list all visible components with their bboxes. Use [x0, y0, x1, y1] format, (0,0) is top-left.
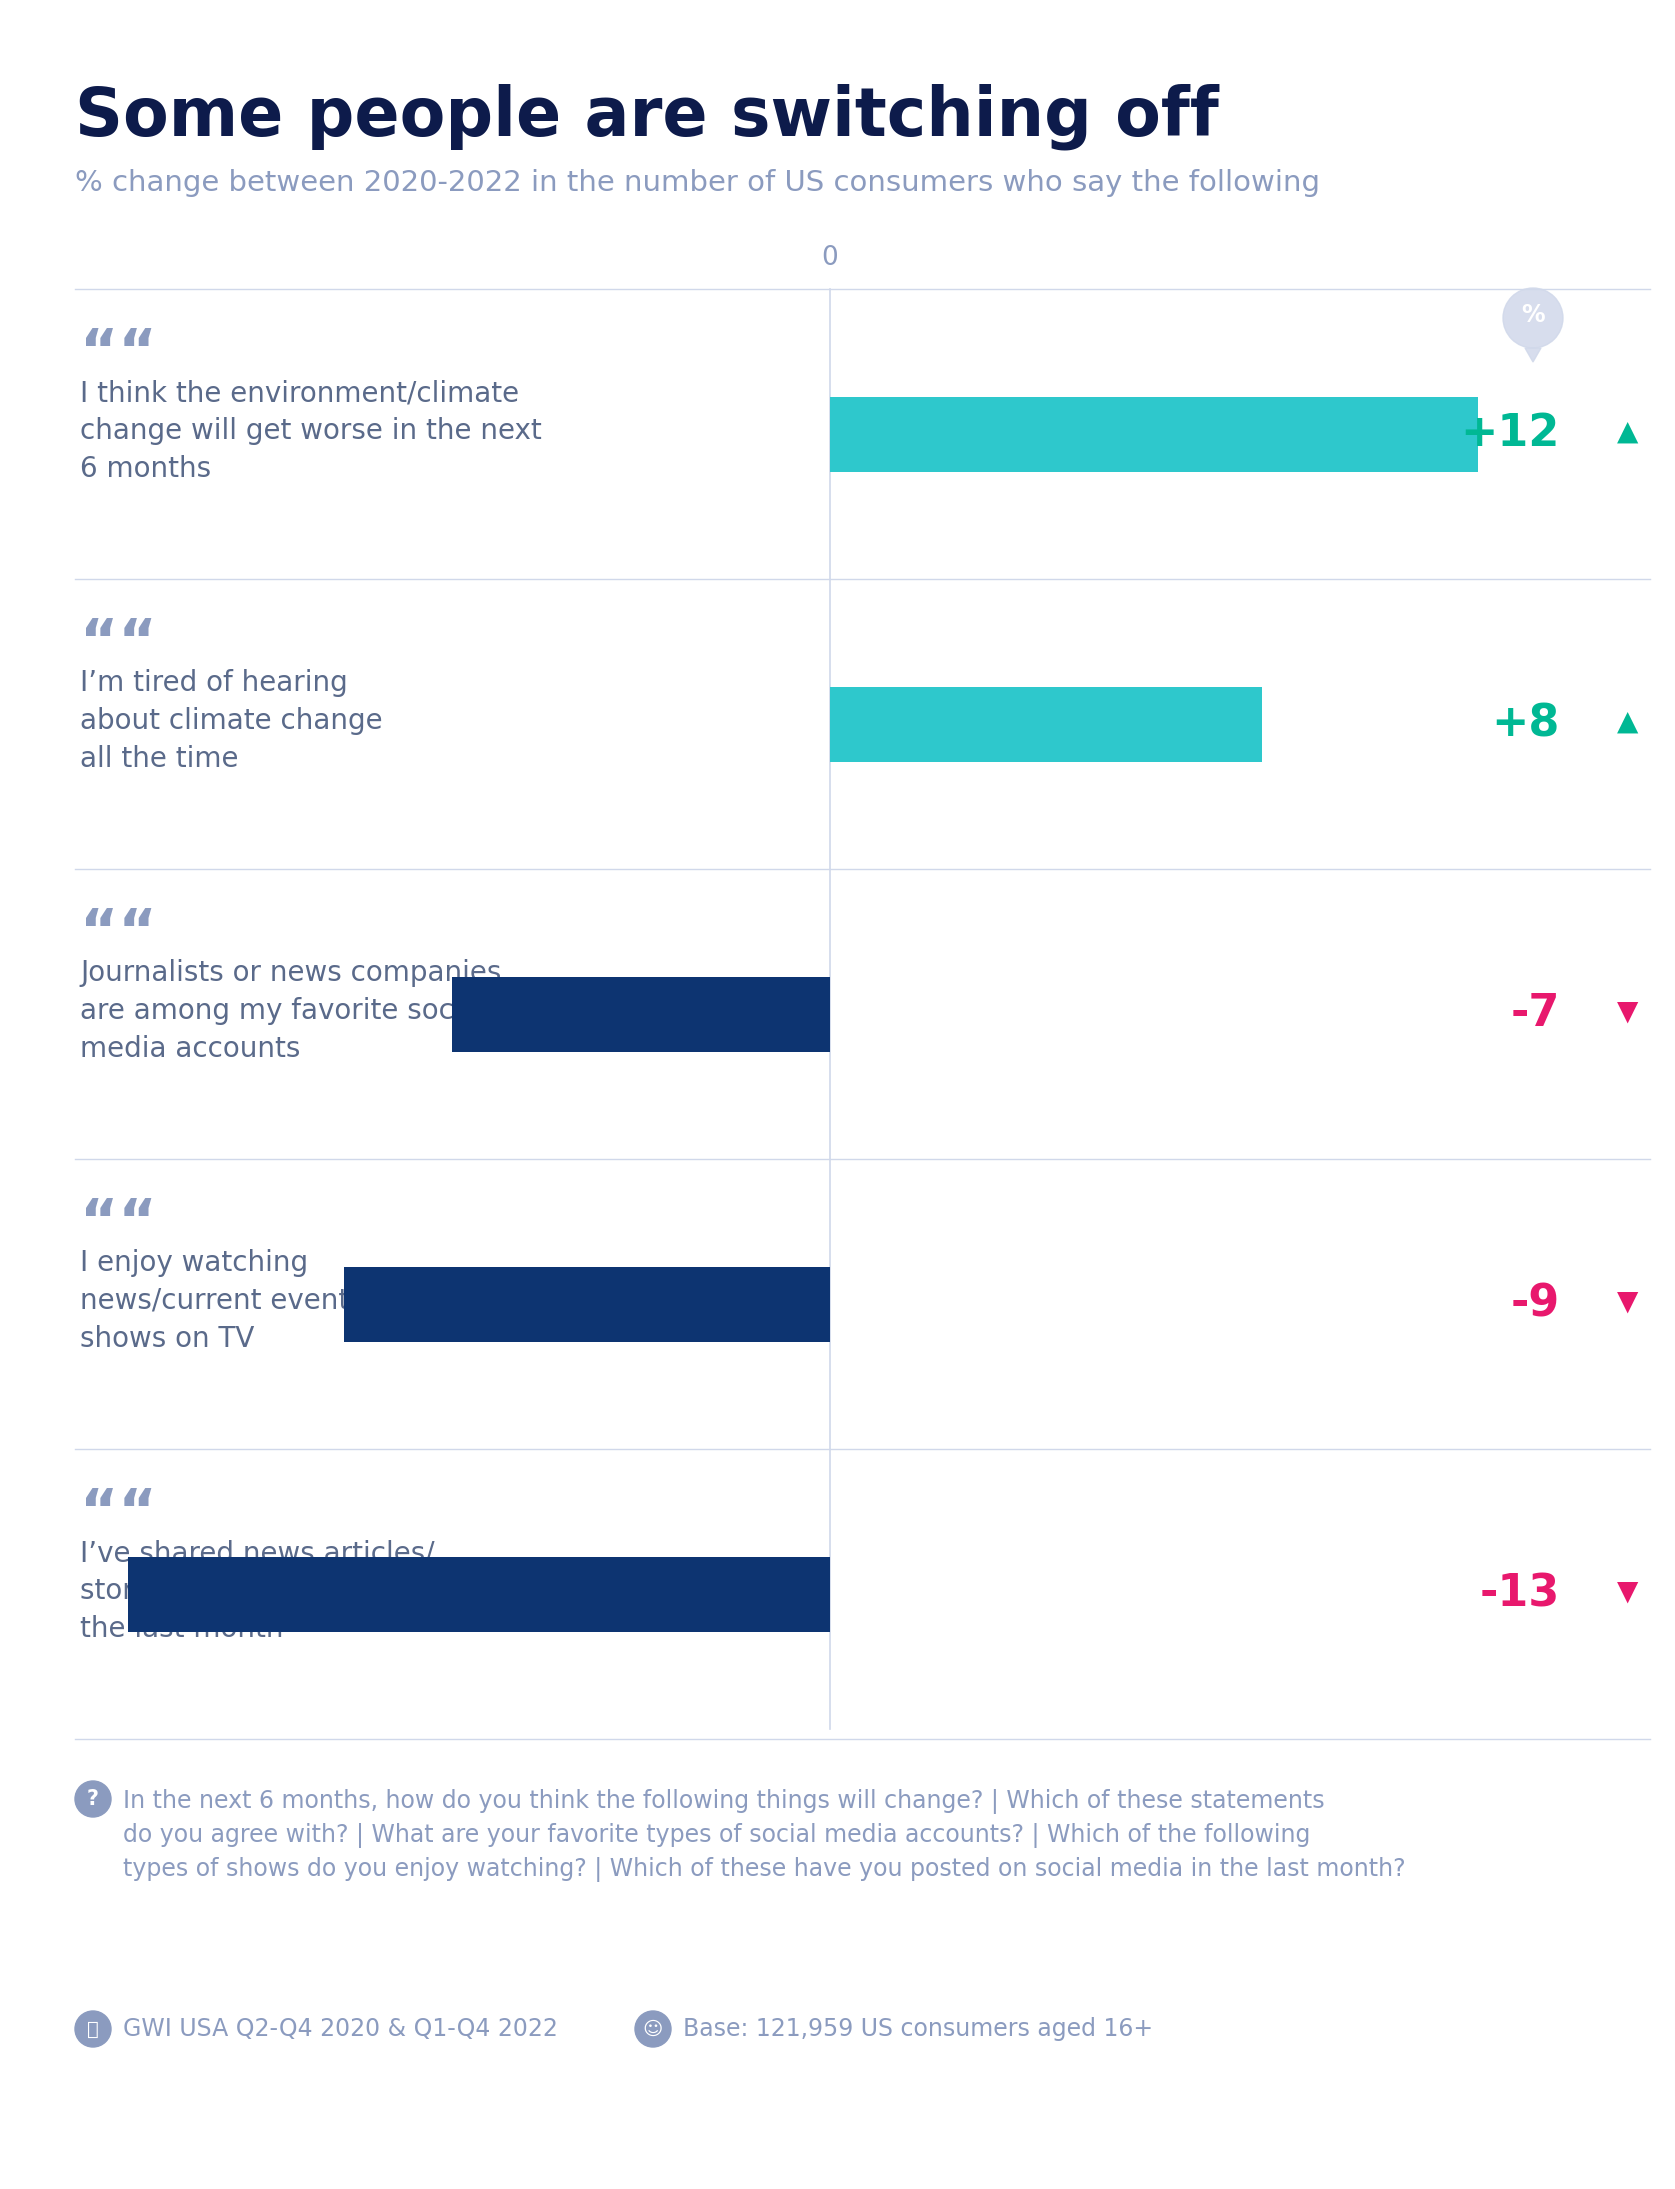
Text: do you agree with? | What are your favorite types of social media accounts? | Wh: do you agree with? | What are your favor… [122, 1823, 1310, 1848]
Text: ▼: ▼ [1618, 1287, 1638, 1316]
Text: ▲: ▲ [1618, 707, 1638, 736]
Text: Base: 121,959 US consumers aged 16+: Base: 121,959 US consumers aged 16+ [683, 2016, 1152, 2040]
Text: -7: -7 [1511, 992, 1559, 1035]
Bar [831, 396, 1477, 471]
Circle shape [635, 2012, 672, 2047]
Text: ☺: ☺ [643, 2020, 663, 2038]
Text: ▲: ▲ [1618, 418, 1638, 447]
Text: I enjoy watching
news/current events
shows on TV: I enjoy watching news/current events sho… [80, 1250, 363, 1353]
Bar [831, 687, 1261, 762]
Text: I’ve shared news articles/
stories on social media in
the last month: I’ve shared news articles/ stories on so… [80, 1539, 434, 1642]
Text: %: % [1521, 302, 1544, 326]
Text: Some people are switching off: Some people are switching off [75, 83, 1219, 151]
Text: ““: ““ [80, 1486, 157, 1543]
Text: +12: +12 [1461, 412, 1559, 455]
Text: I think the environment/climate
change will get worse in the next
6 months: I think the environment/climate change w… [80, 379, 541, 484]
Text: Journalists or news companies
are among my favorite social
media accounts: Journalists or news companies are among … [80, 959, 501, 1064]
Text: -9: -9 [1511, 1283, 1559, 1327]
Text: +8: +8 [1492, 703, 1559, 746]
Polygon shape [1524, 348, 1541, 361]
Bar [452, 976, 831, 1051]
Text: ““: ““ [80, 1195, 157, 1252]
Circle shape [75, 2012, 111, 2047]
Text: Ⓠ: Ⓠ [87, 2020, 99, 2038]
Circle shape [75, 1782, 111, 1817]
Text: 0: 0 [822, 245, 839, 271]
Text: GWI USA Q2-Q4 2020 & Q1-Q4 2022: GWI USA Q2-Q4 2020 & Q1-Q4 2022 [122, 2016, 558, 2040]
Bar [343, 1267, 831, 1342]
Text: -13: -13 [1479, 1572, 1559, 1615]
Text: % change between 2020-2022 in the number of US consumers who say the following: % change between 2020-2022 in the number… [75, 169, 1320, 197]
Text: In the next 6 months, how do you think the following things will change? | Which: In the next 6 months, how do you think t… [122, 1788, 1325, 1815]
Text: I’m tired of hearing
about climate change
all the time: I’m tired of hearing about climate chang… [80, 670, 382, 773]
Text: ?: ? [87, 1788, 99, 1808]
Text: ““: ““ [80, 326, 157, 383]
Bar [127, 1556, 831, 1631]
Text: ▼: ▼ [1618, 998, 1638, 1027]
Text: ““: ““ [80, 615, 157, 672]
Text: ““: ““ [80, 906, 157, 963]
Circle shape [1502, 289, 1563, 348]
Text: types of shows do you enjoy watching? | Which of these have you posted on social: types of shows do you enjoy watching? | … [122, 1856, 1405, 1883]
Text: ▼: ▼ [1618, 1578, 1638, 1607]
